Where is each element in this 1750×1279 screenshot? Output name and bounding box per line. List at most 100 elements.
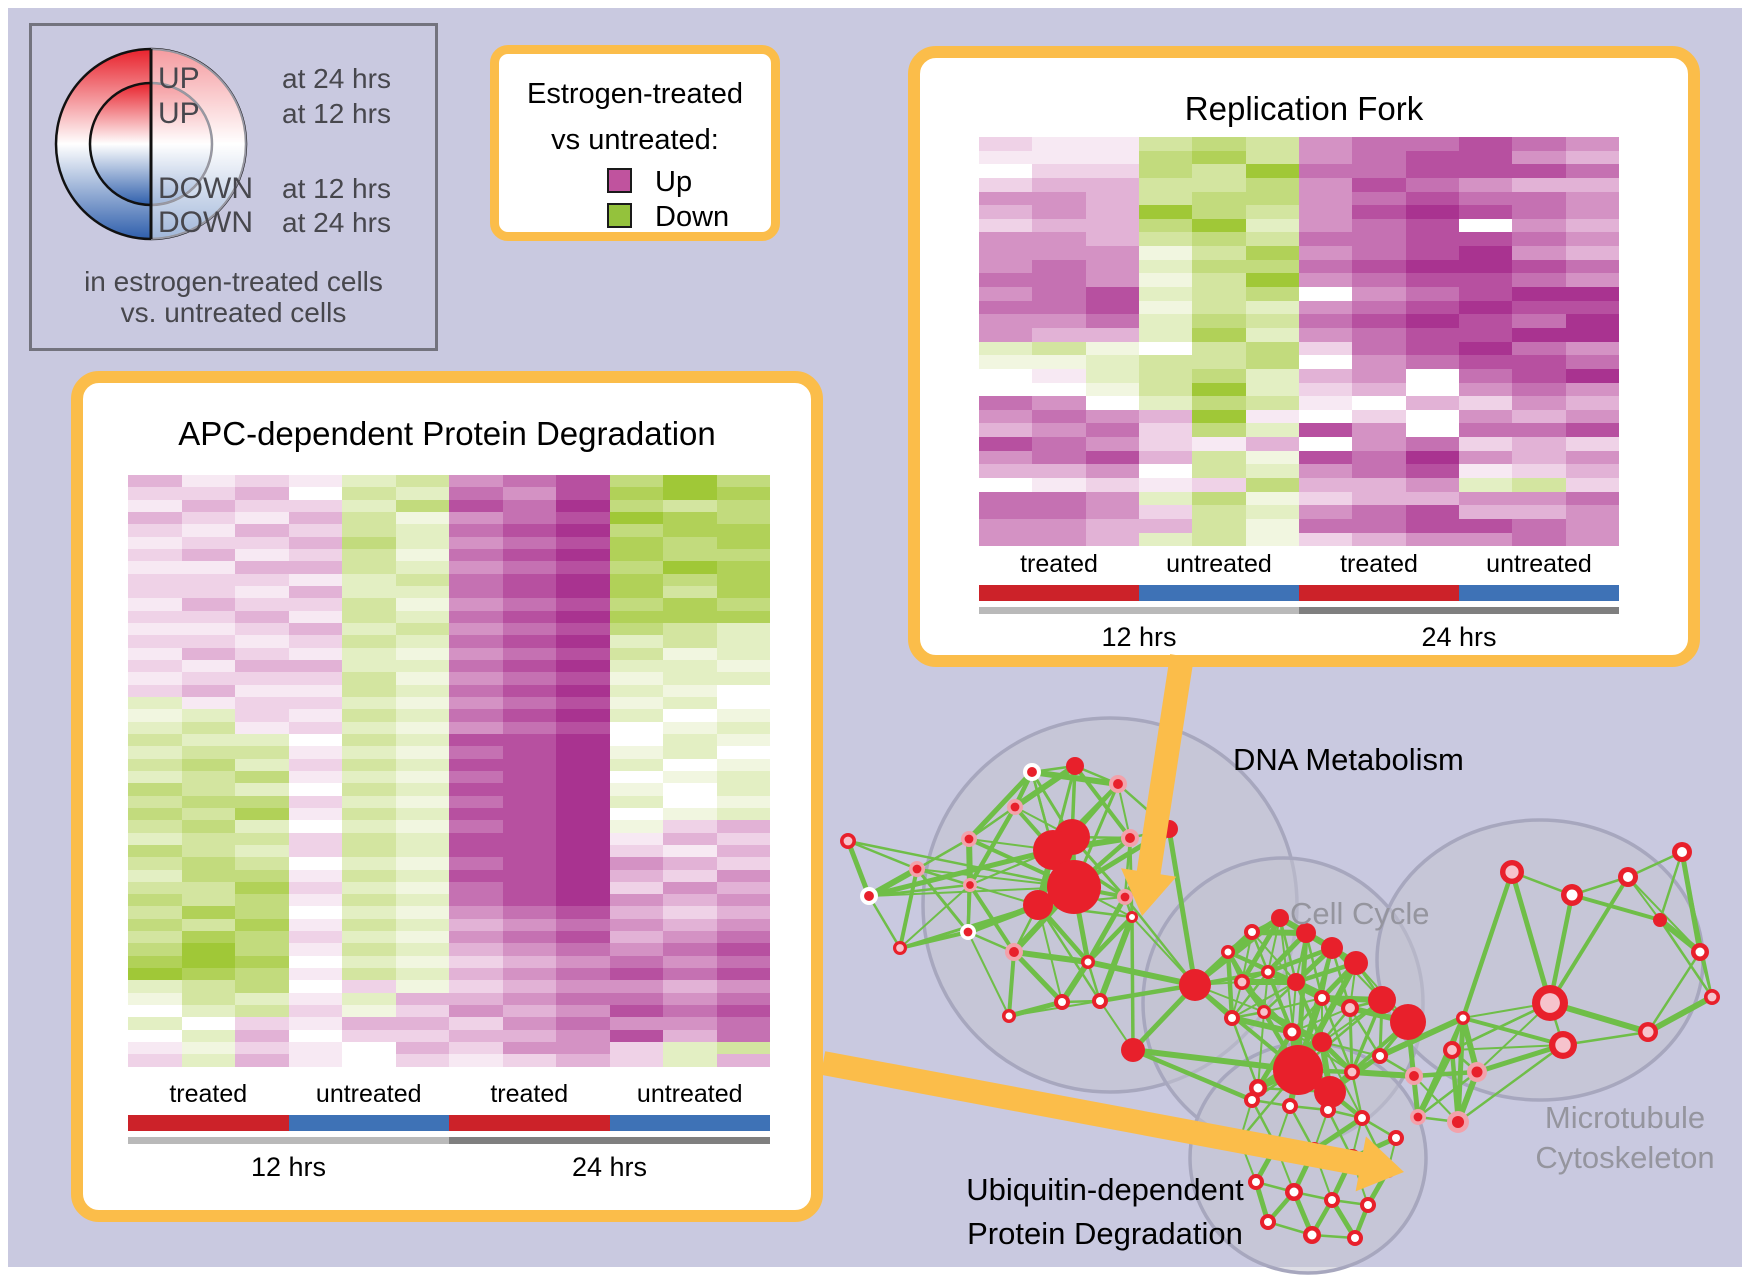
- heatmap-cell: [235, 536, 289, 549]
- heatmap-cell: [395, 968, 449, 981]
- heatmap-cell: [979, 532, 1033, 547]
- heatmap-cell: [556, 622, 610, 636]
- heatmap-cell: [716, 721, 770, 734]
- heatmap-cell: [1245, 518, 1299, 533]
- heatmap-cell: [1245, 273, 1299, 288]
- heatmap-cell: [609, 968, 663, 981]
- heatmap-cell: [342, 992, 396, 1006]
- heatmap-cell: [1512, 327, 1566, 342]
- heatmap-cell: [1352, 259, 1406, 274]
- heatmap-cell: [1458, 205, 1513, 219]
- legend-direction-label: UP: [158, 97, 200, 130]
- heatmap-cell: [1245, 300, 1299, 315]
- heatmap-cell: [235, 992, 289, 1006]
- heatmap-cell: [395, 832, 449, 845]
- heatmap-cell: [1565, 505, 1619, 519]
- heatmap-cell: [288, 622, 342, 636]
- heatmap-cell: [1512, 218, 1566, 233]
- heatmap-cell: [1405, 218, 1459, 233]
- condition-bar-segment: [609, 1115, 770, 1131]
- heatmap-cell: [1298, 232, 1353, 247]
- heatmap-cell: [716, 684, 770, 697]
- heatmap-cell: [395, 918, 449, 932]
- heatmap-cell: [1085, 478, 1139, 492]
- heatmap-cell: [288, 487, 342, 500]
- heatmap-cell: [181, 573, 235, 586]
- heatmap-cell: [556, 573, 610, 586]
- heatmap-cell: [502, 770, 556, 784]
- heatmap-cell: [235, 869, 289, 882]
- heatmap-cell: [128, 980, 182, 993]
- heatmap-cell: [1085, 259, 1139, 274]
- heatmap-cell: [1245, 478, 1299, 492]
- heatmap-cell: [663, 1005, 717, 1018]
- heatmap-cell: [1138, 300, 1193, 315]
- heatmap-cell: [181, 832, 235, 845]
- heatmap-cell: [1405, 505, 1459, 519]
- heatmap-cell: [502, 610, 556, 623]
- heatmap-cell: [1192, 532, 1246, 547]
- heatmap-cell: [449, 931, 503, 944]
- heatmap-cell: [449, 918, 503, 932]
- heatmap-cell: [1085, 355, 1139, 369]
- heatmap-cell: [663, 536, 717, 549]
- rf-time-labels: 12 hrs 24 hrs: [979, 622, 1619, 652]
- heatmap-cell: [1245, 396, 1299, 410]
- heatmap-cell: [556, 635, 610, 648]
- heatmap-cell: [1352, 314, 1406, 328]
- heatmap-cell: [716, 931, 770, 944]
- heatmap-cell: [663, 475, 717, 488]
- heatmap-cell: [288, 499, 342, 512]
- heatmap-cell: [556, 832, 610, 845]
- heatmap-cell: [716, 598, 770, 611]
- heatmap-cell: [609, 536, 663, 549]
- heatmap-cell: [1458, 491, 1513, 506]
- heatmap-cell: [449, 832, 503, 845]
- heatmap-cell: [1032, 273, 1086, 288]
- heatmap-cell: [1138, 464, 1193, 479]
- heatmap-cell: [663, 622, 717, 636]
- heatmap-cell: [1565, 273, 1619, 288]
- heatmap-cell: [609, 758, 663, 771]
- heatmap-cell: [502, 820, 556, 833]
- heatmap-cell: [1245, 368, 1299, 383]
- heatmap-cell: [609, 894, 663, 907]
- heatmap-cell: [556, 955, 610, 969]
- legend-time-label: at 24 hrs: [282, 63, 391, 94]
- heatmap-cell: [979, 314, 1033, 328]
- heatmap-cell: [235, 1017, 289, 1030]
- heatmap-cell: [1405, 205, 1459, 219]
- heatmap-cell: [716, 1017, 770, 1030]
- heatmap-cell: [556, 795, 610, 808]
- heatmap-cell: [128, 511, 182, 525]
- heatmap-cell: [1138, 177, 1193, 192]
- heatmap-cell: [716, 857, 770, 870]
- heatmap-cell: [1352, 518, 1406, 533]
- heatmap-cell: [235, 548, 289, 562]
- heatmap-cell: [342, 820, 396, 833]
- heatmap-cell: [609, 684, 663, 697]
- heatmap-cell: [663, 684, 717, 697]
- rf-time-bar: [979, 607, 1619, 614]
- heatmap-cell: [1565, 150, 1619, 165]
- heatmap-cell: [395, 881, 449, 895]
- heatmap-cell: [716, 487, 770, 500]
- heatmap-cell: [449, 1005, 503, 1018]
- condition-bar-segment: [1139, 585, 1299, 601]
- heatmap-cell: [235, 758, 289, 771]
- heatmap-cell: [1085, 423, 1139, 438]
- heatmap-cell: [288, 696, 342, 710]
- heatmap-cell: [556, 857, 610, 870]
- time-bar-segment: [1299, 607, 1619, 614]
- heatmap-cell: [502, 598, 556, 611]
- heatmap-cell: [1298, 218, 1353, 233]
- heatmap-cell: [1245, 177, 1299, 192]
- heatmap-cell: [288, 844, 342, 858]
- heatmap-cell: [1458, 150, 1513, 165]
- heatmap-cell: [1565, 518, 1619, 533]
- heatmap-cell: [128, 475, 182, 488]
- heatmap-cell: [128, 931, 182, 944]
- replication-fork-heatmap: [979, 137, 1619, 547]
- heatmap-cell: [502, 1054, 556, 1067]
- heatmap-cell: [1192, 464, 1246, 479]
